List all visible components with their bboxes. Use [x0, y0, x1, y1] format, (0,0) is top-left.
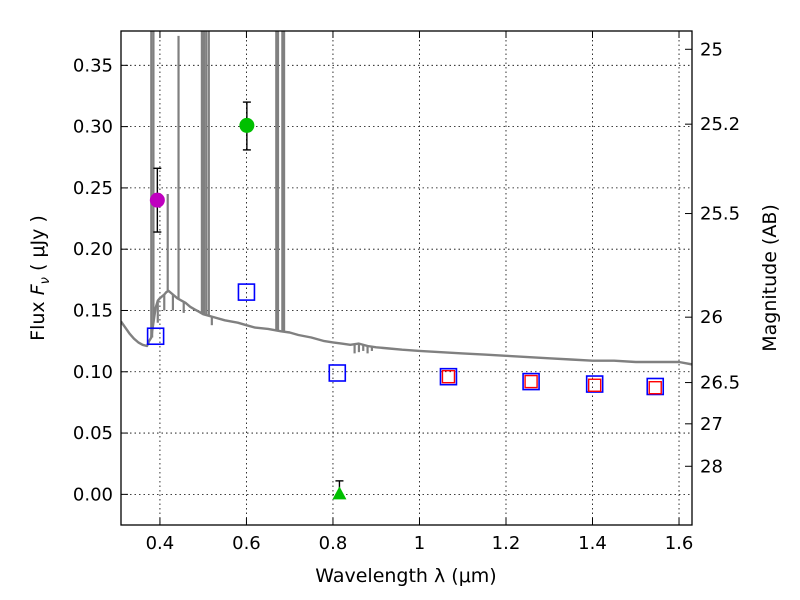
red-square-marker — [587, 378, 602, 392]
blue-square-marker — [522, 372, 540, 391]
y-tick-label: 0.35 — [73, 55, 113, 76]
observed-point-marker — [239, 117, 255, 133]
upper-limit-triangle-marker — [332, 486, 347, 500]
y-tick-label: 0.00 — [73, 484, 113, 505]
blue-square-marker — [439, 367, 458, 386]
blue-square-marker — [585, 375, 604, 393]
y-tick-label: 0.25 — [73, 178, 113, 199]
x-tick-label: 0.8 — [319, 533, 348, 554]
mag-tick-label: 25.5 — [700, 204, 740, 225]
red-square-marker — [524, 374, 538, 389]
x-tick-label: 1 — [414, 533, 425, 554]
x-tick-label: 1.6 — [665, 533, 694, 554]
plot-area — [121, 31, 692, 500]
y-tick-label: 0.10 — [73, 362, 113, 383]
mag-tick-label: 25 — [700, 39, 723, 60]
blue-square-marker — [237, 283, 256, 301]
axis-ticks: 0.4 0.6 0.8 1 1.2 1.4 1.6 0.00 0.05 0.10 0.15 0.20 0… — [73, 31, 740, 554]
mag-tick-label: 26 — [700, 307, 723, 328]
observed-point-marker — [149, 192, 165, 208]
x-tick-label: 1.4 — [578, 533, 607, 554]
plot-frame — [120, 30, 693, 526]
grid — [121, 31, 692, 525]
y-tick-label: 0.20 — [73, 239, 113, 260]
blue-square-marker — [646, 377, 665, 396]
y-tick-label: 0.15 — [73, 300, 113, 321]
mag-tick-label: 26.5 — [700, 373, 740, 394]
y-tick-label: 0.05 — [73, 423, 113, 444]
x-tick-label: 0.4 — [146, 533, 175, 554]
mag-tick-label: 27 — [700, 414, 723, 435]
red-square-marker — [648, 381, 662, 395]
blue-square-marker — [328, 364, 347, 382]
red-square-marker — [441, 369, 456, 384]
magnitude-axis-label: Magnitude (AB) — [759, 204, 781, 352]
x-tick-label: 0.6 — [232, 533, 261, 554]
x-tick-label: 1.2 — [492, 533, 521, 554]
mag-tick-label: 25.2 — [700, 114, 740, 135]
y-axis-label: Flux Fν ( μJy ) — [27, 215, 53, 341]
y-tick-label: 0.30 — [73, 117, 113, 138]
mag-tick-label: 28 — [700, 456, 723, 477]
blue-square-marker — [146, 327, 165, 346]
x-axis-label: Wavelength λ (μm) — [315, 565, 496, 587]
